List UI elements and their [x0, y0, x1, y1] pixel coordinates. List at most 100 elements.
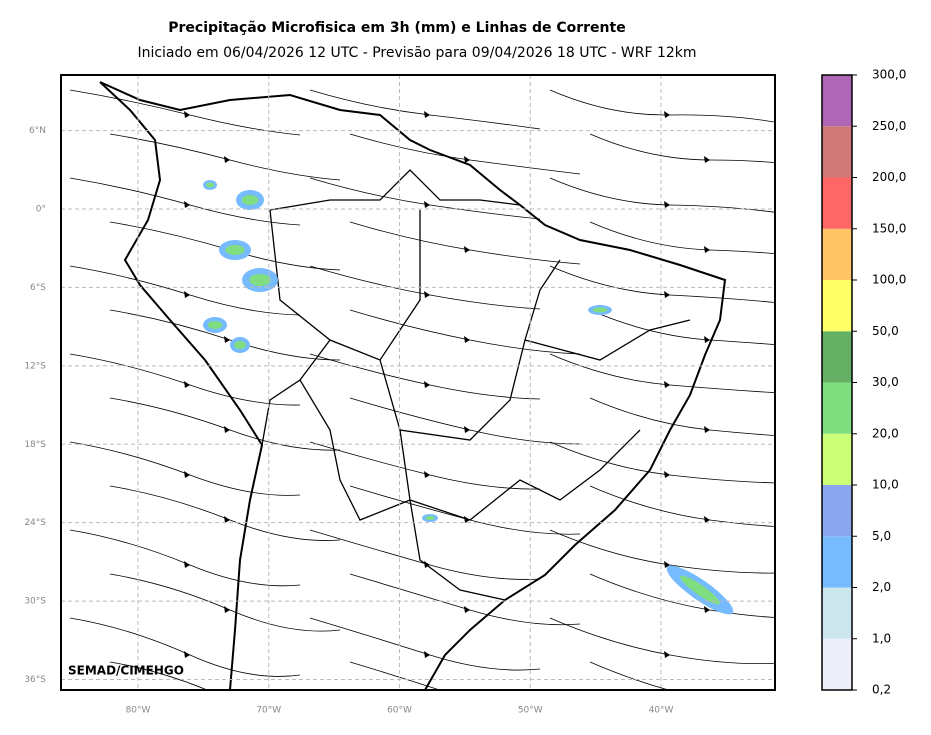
arrow — [464, 516, 470, 523]
colorbar-label: 100,0 — [872, 273, 906, 287]
lat-tick-label: 6°N — [29, 126, 46, 136]
arrow — [464, 336, 470, 343]
watermark: SEMAD/CIMEHGO — [68, 664, 184, 678]
arrow — [184, 291, 190, 298]
colorbar-label: 10,0 — [872, 478, 899, 492]
rain-inner — [680, 575, 720, 605]
arrow — [424, 111, 430, 118]
colorbar-label: 1,0 — [872, 631, 891, 645]
streamline — [109, 485, 341, 541]
lon-tick-label: 40°W — [649, 706, 674, 716]
lat-tick-label: 0° — [36, 205, 46, 215]
streamline — [349, 573, 581, 626]
streamline — [69, 177, 301, 226]
rain-inner — [234, 341, 246, 349]
arrow — [424, 471, 430, 478]
rain-inner — [425, 516, 435, 520]
colorbar-segment — [822, 331, 852, 383]
streamline — [309, 353, 541, 400]
arrow — [184, 201, 190, 208]
arrow — [664, 651, 670, 658]
streamline — [349, 221, 581, 265]
colorbar-label: 250,0 — [872, 119, 906, 133]
arrow — [224, 696, 230, 703]
colorbar-segment — [822, 536, 852, 588]
streamline — [109, 309, 341, 361]
arrow — [704, 696, 710, 703]
map — [60, 74, 776, 703]
streamline — [69, 353, 301, 406]
rain-inner — [225, 245, 245, 255]
arrow — [664, 471, 670, 478]
streamline — [349, 133, 581, 175]
colorbar-segment — [822, 126, 852, 178]
colorbar-segment — [822, 382, 852, 434]
streamline — [309, 89, 541, 130]
streamlines — [69, 89, 775, 703]
streamline — [349, 661, 441, 690]
rain-inner — [205, 182, 215, 188]
arrow — [664, 201, 670, 208]
streamline — [109, 573, 341, 632]
arrow — [464, 606, 470, 613]
lon-tick-label: 70°W — [256, 706, 281, 716]
rain-inner — [207, 321, 223, 329]
streamline — [589, 661, 670, 690]
lat-tick-label: 6°S — [30, 283, 46, 293]
arrow — [464, 696, 470, 703]
colorbar-label: 200,0 — [872, 170, 906, 184]
arrow — [704, 516, 710, 523]
colorbar-label: 0,2 — [872, 683, 891, 697]
streamline — [309, 617, 541, 671]
colorbar-label: 2,0 — [872, 580, 891, 594]
streamline — [549, 89, 775, 123]
streamline — [109, 661, 209, 690]
arrow — [664, 111, 670, 118]
colorbar-label: 30,0 — [872, 375, 899, 389]
arrow — [424, 381, 430, 388]
arrow — [184, 651, 190, 658]
arrow — [424, 201, 430, 208]
lat-tick-label: 36°S — [24, 675, 46, 685]
arrow — [184, 471, 190, 478]
lat-tick-label: 12°S — [24, 361, 46, 371]
arrow — [704, 336, 710, 343]
streamline — [309, 529, 541, 580]
rain-inner — [249, 274, 271, 286]
arrow — [424, 651, 430, 658]
lon-tick-label: 60°W — [387, 706, 412, 716]
lon-tick-label: 80°W — [126, 706, 151, 716]
colorbar-label: 20,0 — [872, 426, 899, 440]
arrow — [664, 291, 670, 298]
rain-inner — [592, 307, 608, 313]
colorbar-label: 50,0 — [872, 324, 899, 338]
title: Precipitação Microfisica em 3h (mm) e Li… — [168, 20, 625, 36]
arrow — [664, 561, 670, 568]
arrow — [704, 606, 710, 613]
arrow — [224, 156, 230, 163]
colorbar-segment — [822, 280, 852, 332]
streamline — [349, 309, 581, 355]
subtitle: Iniciado em 06/04/2026 12 UTC - Previsão… — [137, 45, 696, 61]
lon-tick-label: 50°W — [518, 706, 543, 716]
arrow — [704, 246, 710, 253]
continent-outline — [99, 81, 727, 690]
lat-tick-label: 18°S — [24, 440, 46, 450]
arrow — [224, 426, 230, 433]
streamline — [309, 441, 541, 490]
arrow — [464, 246, 470, 253]
arrow — [664, 381, 670, 388]
map-frame — [60, 74, 776, 691]
rain-inner — [241, 195, 259, 205]
arrow — [184, 111, 190, 118]
colorbar-label: 150,0 — [872, 221, 906, 235]
colorbar-label: 5,0 — [872, 529, 891, 543]
colorbar-segment — [822, 485, 852, 537]
streamline — [69, 529, 301, 587]
arrow — [184, 561, 190, 568]
borders — [261, 169, 691, 601]
colorbar-label: 300,0 — [872, 68, 906, 82]
streamline — [69, 441, 301, 496]
arrow — [224, 516, 230, 523]
